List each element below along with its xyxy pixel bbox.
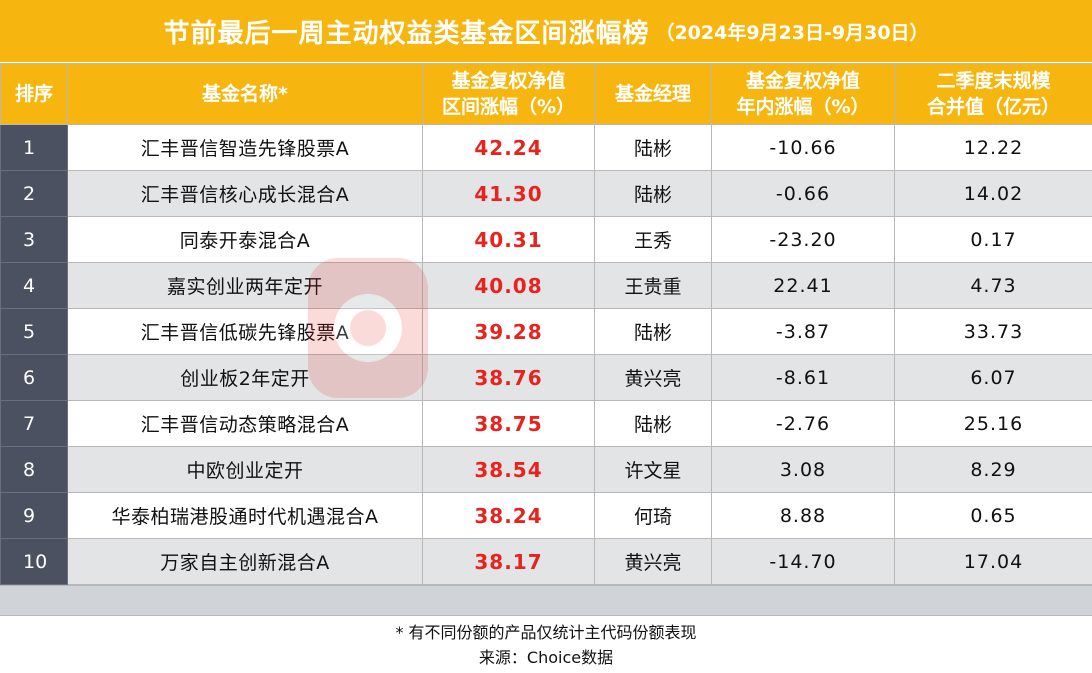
manager-cell: 黄兴亮 (594, 538, 712, 585)
rank-cell: 5 (0, 308, 68, 355)
rank-cell: 2 (0, 170, 68, 217)
period-gain-cell: 40.08 (422, 262, 595, 309)
ytd-gain-cell: -3.87 (711, 308, 895, 355)
header-period-gain-line1: 基金复权净值 (451, 70, 566, 92)
scale-cell: 0.17 (894, 216, 1092, 263)
header-scale-line2: 合并值（亿元） (926, 96, 1060, 118)
manager-cell: 王贵重 (594, 262, 712, 309)
ytd-gain-cell: -23.20 (711, 216, 895, 263)
table-row: 2 汇丰晋信核心成长混合A 41.30 陆彬 -0.66 14.02 (0, 170, 1092, 217)
header-period-gain: 基金复权净值 区间涨幅（%） (422, 63, 595, 125)
footer: * 有不同份额的产品仅统计主代码份额表现 来源：Choice数据 (0, 615, 1092, 673)
scale-cell: 0.65 (894, 492, 1092, 539)
period-gain-cell: 42.24 (422, 124, 595, 171)
ytd-gain-cell: -0.66 (711, 170, 895, 217)
period-gain-cell: 41.30 (422, 170, 595, 217)
manager-cell: 陆彬 (594, 124, 712, 171)
ytd-gain-cell: 8.88 (711, 492, 895, 539)
page-subtitle: （2024年9月23日-9月30日） (655, 21, 929, 44)
scale-cell: 14.02 (894, 170, 1092, 217)
manager-cell: 许文星 (594, 446, 712, 493)
page-title: 节前最后一周主动权益类基金区间涨幅榜 (163, 18, 650, 49)
header-scale-line1: 二季度末规模 (936, 70, 1051, 92)
fund-name-cell: 同泰开泰混合A (67, 216, 423, 263)
ytd-gain-cell: -8.61 (711, 354, 895, 401)
rank-cell: 4 (0, 262, 68, 309)
header-rank: 排序 (0, 63, 68, 125)
scale-cell: 6.07 (894, 354, 1092, 401)
rank-cell: 1 (0, 124, 68, 171)
table-row: 6 创业板2年定开 38.76 黄兴亮 -8.61 6.07 (0, 354, 1092, 401)
table-header-row: 排序 基金名称* 基金复权净值 区间涨幅（%） 基金经理 基金复权净值 年内涨幅… (0, 63, 1092, 125)
period-gain-cell: 38.54 (422, 446, 595, 493)
period-gain-cell: 40.31 (422, 216, 595, 263)
rank-cell: 10 (0, 538, 68, 585)
footer-source: 来源：Choice数据 (478, 647, 614, 667)
period-gain-cell: 38.76 (422, 354, 595, 401)
table-row: 4 嘉实创业两年定开 40.08 王贵重 22.41 4.73 (0, 262, 1092, 309)
scale-cell: 33.73 (894, 308, 1092, 355)
scale-cell: 12.22 (894, 124, 1092, 171)
scale-cell: 25.16 (894, 400, 1092, 447)
period-gain-cell: 38.17 (422, 538, 595, 585)
table-row: 3 同泰开泰混合A 40.31 王秀 -23.20 0.17 (0, 216, 1092, 263)
table-row: 8 中欧创业定开 38.54 许文星 3.08 8.29 (0, 446, 1092, 493)
header-ytd-gain: 基金复权净值 年内涨幅（%） (711, 63, 895, 125)
fund-name-cell: 万家自主创新混合A (67, 538, 423, 585)
header-scale: 二季度末规模 合并值（亿元） (894, 63, 1092, 125)
footer-note: * 有不同份额的产品仅统计主代码份额表现 (395, 622, 697, 642)
period-gain-cell: 39.28 (422, 308, 595, 355)
table-row: 10 万家自主创新混合A 38.17 黄兴亮 -14.70 17.04 (0, 538, 1092, 585)
scale-cell: 17.04 (894, 538, 1092, 585)
table-row: 9 华泰柏瑞港股通时代机遇混合A 38.24 何琦 8.88 0.65 (0, 492, 1092, 539)
manager-cell: 何琦 (594, 492, 712, 539)
rank-cell: 8 (0, 446, 68, 493)
fund-name-cell: 中欧创业定开 (67, 446, 423, 493)
manager-cell: 黄兴亮 (594, 354, 712, 401)
scale-cell: 8.29 (894, 446, 1092, 493)
ytd-gain-cell: -14.70 (711, 538, 895, 585)
rank-cell: 9 (0, 492, 68, 539)
manager-cell: 陆彬 (594, 400, 712, 447)
rank-cell: 3 (0, 216, 68, 263)
period-gain-cell: 38.24 (422, 492, 595, 539)
header-fund-name: 基金名称* (67, 63, 423, 125)
period-gain-cell: 38.75 (422, 400, 595, 447)
ytd-gain-cell: 3.08 (711, 446, 895, 493)
footer-divider-band (0, 585, 1092, 615)
header-period-gain-line2: 区间涨幅（%） (441, 96, 576, 118)
fund-name-cell: 创业板2年定开 (67, 354, 423, 401)
table-row: 5 汇丰晋信低碳先锋股票A 39.28 陆彬 -3.87 33.73 (0, 308, 1092, 355)
header-ytd-gain-line2: 年内涨幅（%） (736, 96, 870, 118)
fund-name-cell: 华泰柏瑞港股通时代机遇混合A (67, 492, 423, 539)
manager-cell: 陆彬 (594, 308, 712, 355)
fund-name-cell: 汇丰晋信低碳先锋股票A (67, 308, 423, 355)
manager-cell: 王秀 (594, 216, 712, 263)
title-bar: 节前最后一周主动权益类基金区间涨幅榜 （2024年9月23日-9月30日） (0, 0, 1092, 63)
ytd-gain-cell: -2.76 (711, 400, 895, 447)
header-ytd-gain-line1: 基金复权净值 (745, 70, 860, 92)
fund-name-cell: 汇丰晋信智造先锋股票A (67, 124, 423, 171)
table-row: 7 汇丰晋信动态策略混合A 38.75 陆彬 -2.76 25.16 (0, 400, 1092, 447)
fund-name-cell: 嘉实创业两年定开 (67, 262, 423, 309)
rank-cell: 6 (0, 354, 68, 401)
fund-name-cell: 汇丰晋信核心成长混合A (67, 170, 423, 217)
fund-name-cell: 汇丰晋信动态策略混合A (67, 400, 423, 447)
ytd-gain-cell: -10.66 (711, 124, 895, 171)
header-manager: 基金经理 (594, 63, 712, 125)
scale-cell: 4.73 (894, 262, 1092, 309)
rank-cell: 7 (0, 400, 68, 447)
manager-cell: 陆彬 (594, 170, 712, 217)
fund-ranking-table: 排序 基金名称* 基金复权净值 区间涨幅（%） 基金经理 基金复权净值 年内涨幅… (0, 63, 1092, 585)
table-row: 1 汇丰晋信智造先锋股票A 42.24 陆彬 -10.66 12.22 (0, 124, 1092, 171)
ytd-gain-cell: 22.41 (711, 262, 895, 309)
